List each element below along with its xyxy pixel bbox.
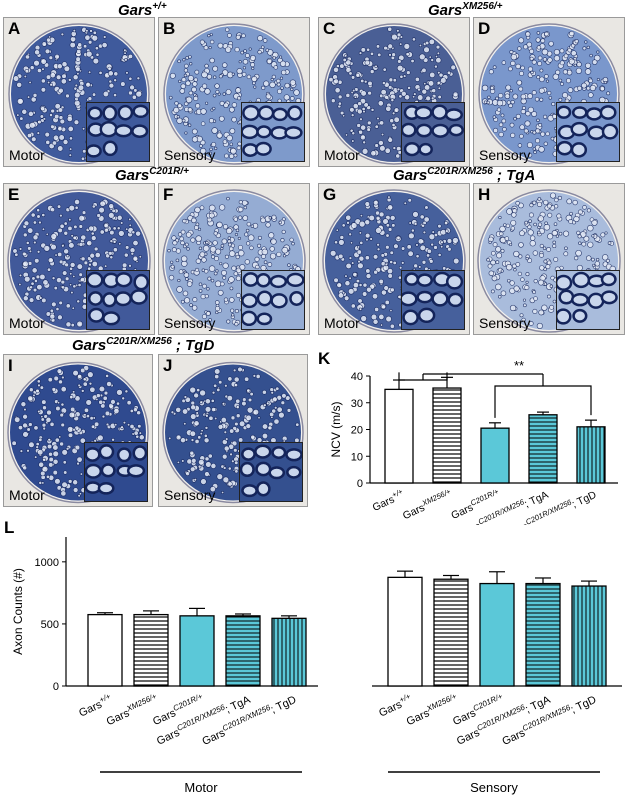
- y-axis-label: NCV (m/s): [329, 402, 343, 458]
- y-tick-label: 40: [351, 371, 363, 383]
- category-label: Gars+/+: [370, 487, 407, 514]
- bar: [576, 426, 606, 484]
- magnified-inset: [239, 442, 303, 502]
- genotype-title-wt: Gars+/+: [118, 1, 167, 19]
- micrograph-panel-d: D Sensory: [473, 17, 625, 167]
- bar: [479, 582, 515, 687]
- panel-letter-k: K: [318, 349, 331, 368]
- bar: [433, 578, 469, 687]
- fiber-type-label: Sensory: [164, 147, 216, 163]
- fiber-type-label: Sensory: [479, 315, 531, 331]
- y-axis-label: Axon Counts (#): [11, 568, 25, 655]
- fiber-type-label: Motor: [9, 487, 45, 503]
- category-label: GarsXM256/+: [404, 692, 461, 729]
- genotype-title-tga: GarsC201R/XM256 ; TgA: [393, 166, 536, 184]
- bar: [525, 582, 561, 687]
- micrograph-panel-h: H Sensory: [473, 183, 625, 335]
- panel-letter: D: [478, 19, 491, 38]
- fiber-type-label: Sensory: [479, 147, 531, 163]
- bar: [528, 414, 558, 484]
- y-tick-label: 10: [351, 451, 363, 463]
- panel-letter: E: [8, 185, 20, 204]
- bar: [133, 613, 169, 687]
- fiber-type-label: Motor: [324, 147, 360, 163]
- panel-letter: A: [8, 19, 21, 38]
- y-tick-label: 30: [351, 398, 363, 410]
- magnified-inset: [241, 270, 305, 330]
- bar: [225, 615, 261, 687]
- magnified-inset: [241, 102, 305, 162]
- bar: [571, 585, 607, 687]
- panel-letter: B: [163, 19, 176, 38]
- bar: [179, 615, 215, 687]
- y-tick-label: 0: [53, 681, 59, 693]
- panel-letter: F: [163, 185, 174, 204]
- bar: [387, 576, 423, 687]
- bar: [271, 617, 307, 687]
- micrograph-panel-a: A Motor: [3, 17, 155, 167]
- y-tick-label: 500: [41, 619, 59, 631]
- bar: [87, 613, 123, 687]
- significance-bracket: [398, 372, 592, 418]
- y-tick-label: 20: [351, 425, 363, 437]
- micrograph-panel-j: J Sensory: [158, 354, 308, 507]
- magnified-inset: [401, 102, 465, 162]
- group-label: Sensory: [470, 780, 518, 795]
- genotype-title-xm256: GarsXM256/+: [428, 1, 503, 19]
- micrograph-panel-e: E Motor: [3, 183, 155, 335]
- significance-label: **: [514, 358, 524, 373]
- micrograph-panel-b: B Sensory: [158, 17, 310, 167]
- panel-letter: I: [8, 356, 13, 375]
- micrograph-panel-g: G Motor: [318, 183, 470, 335]
- magnified-inset: [84, 442, 148, 502]
- micrograph-panel-f: F Sensory: [158, 183, 310, 335]
- group-label: Motor: [184, 780, 218, 795]
- panel-letter: H: [478, 185, 491, 204]
- micrograph-panel-i: I Motor: [3, 354, 153, 507]
- panel-letter: G: [323, 185, 337, 204]
- panel-letter-l: L: [4, 518, 15, 537]
- panel-letter: J: [163, 356, 173, 375]
- magnified-inset: [556, 270, 620, 330]
- magnified-inset: [86, 270, 150, 330]
- fiber-type-label: Sensory: [164, 487, 216, 503]
- panel-letter: C: [323, 19, 336, 38]
- fiber-type-label: Sensory: [164, 315, 216, 331]
- bar: [384, 388, 414, 484]
- bar: [432, 387, 462, 484]
- y-tick-label: 1000: [35, 557, 59, 569]
- genotype-title-c201r: GarsC201R/+: [115, 166, 189, 184]
- magnified-inset: [401, 270, 465, 330]
- y-tick-label: 0: [357, 478, 363, 490]
- fiber-type-label: Motor: [324, 315, 360, 331]
- category-label: GarsXM256/+: [104, 692, 161, 729]
- magnified-inset: [86, 102, 150, 162]
- genotype-title-tgd: GarsC201R/XM256 ; TgD: [72, 336, 215, 354]
- magnified-inset: [556, 102, 620, 162]
- micrograph-panel-c: C Motor: [318, 17, 470, 167]
- fiber-type-label: Motor: [9, 147, 45, 163]
- fiber-type-label: Motor: [9, 315, 45, 331]
- bar: [480, 427, 510, 484]
